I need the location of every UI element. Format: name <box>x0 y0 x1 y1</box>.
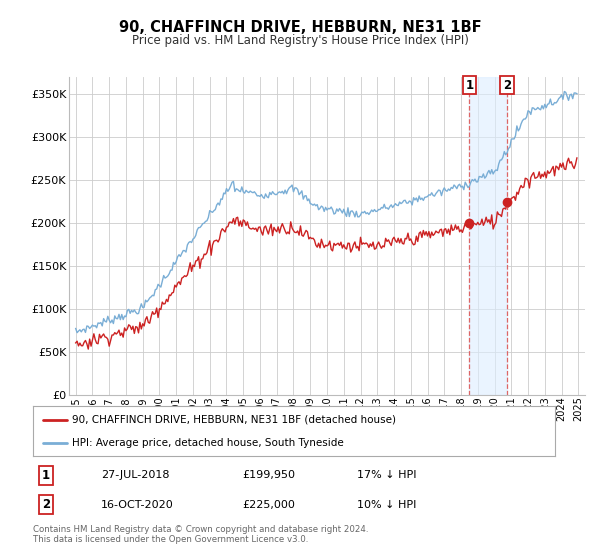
Text: 17% ↓ HPI: 17% ↓ HPI <box>356 470 416 480</box>
Text: 2: 2 <box>42 498 50 511</box>
Text: HPI: Average price, detached house, South Tyneside: HPI: Average price, detached house, Sout… <box>72 438 344 448</box>
Text: 1: 1 <box>42 469 50 482</box>
Text: Price paid vs. HM Land Registry's House Price Index (HPI): Price paid vs. HM Land Registry's House … <box>131 34 469 46</box>
Text: £225,000: £225,000 <box>242 500 295 510</box>
Text: 2: 2 <box>503 79 511 92</box>
Text: 16-OCT-2020: 16-OCT-2020 <box>101 500 173 510</box>
Bar <box>469 77 507 395</box>
Text: Contains HM Land Registry data © Crown copyright and database right 2024.
This d: Contains HM Land Registry data © Crown c… <box>33 525 368 544</box>
Text: 27-JUL-2018: 27-JUL-2018 <box>101 470 169 480</box>
Text: 90, CHAFFINCH DRIVE, HEBBURN, NE31 1BF: 90, CHAFFINCH DRIVE, HEBBURN, NE31 1BF <box>119 20 481 35</box>
Text: 1: 1 <box>466 79 473 92</box>
Text: 10% ↓ HPI: 10% ↓ HPI <box>356 500 416 510</box>
Text: 90, CHAFFINCH DRIVE, HEBBURN, NE31 1BF (detached house): 90, CHAFFINCH DRIVE, HEBBURN, NE31 1BF (… <box>72 414 396 424</box>
Text: £199,950: £199,950 <box>242 470 295 480</box>
